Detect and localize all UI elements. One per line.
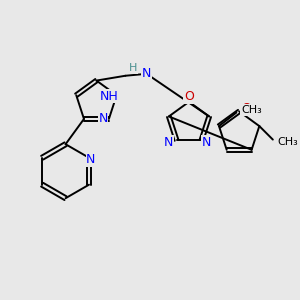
- Text: N: N: [86, 153, 96, 166]
- Text: O: O: [184, 91, 194, 103]
- Text: NH: NH: [100, 90, 118, 103]
- Text: N: N: [202, 136, 211, 148]
- Text: N: N: [164, 136, 173, 148]
- Text: CH₃: CH₃: [278, 137, 298, 148]
- Text: O: O: [241, 102, 251, 115]
- Text: CH₃: CH₃: [241, 105, 262, 115]
- Text: N: N: [98, 112, 108, 125]
- Text: H: H: [129, 63, 137, 73]
- Text: N: N: [142, 67, 151, 80]
